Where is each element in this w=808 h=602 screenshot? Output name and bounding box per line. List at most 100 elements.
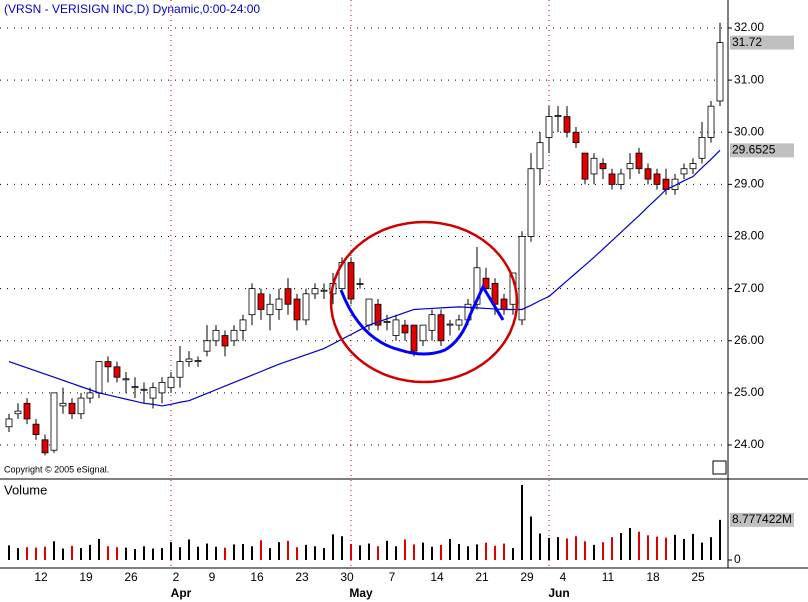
volume-bar	[8, 545, 10, 560]
candle-body	[581, 152, 589, 180]
candle-body	[455, 319, 463, 326]
x-tick-label: 25	[691, 570, 705, 584]
candle-body	[5, 418, 13, 428]
y-tick-label: 25.00	[734, 385, 764, 399]
candle-body	[347, 262, 355, 300]
volume-bar	[611, 537, 613, 560]
candle-body	[536, 142, 544, 170]
candle-body	[239, 319, 247, 331]
candle-body	[473, 267, 481, 305]
month-label: May	[349, 586, 373, 600]
candle-body	[140, 388, 148, 391]
volume-bar	[683, 538, 685, 560]
volume-bar	[620, 533, 622, 560]
volume-bar	[314, 546, 316, 560]
x-tick-label: 12	[34, 570, 48, 584]
candle-body	[527, 168, 535, 237]
candle-body	[194, 360, 202, 363]
last-value-label: 29.6525	[732, 143, 776, 157]
candle-body	[230, 329, 238, 342]
volume-bar	[638, 531, 640, 560]
candle-body	[563, 116, 571, 133]
volume-bar	[539, 533, 541, 560]
volume-bar	[233, 544, 235, 560]
volume-bar	[458, 544, 460, 560]
volume-bar	[431, 546, 433, 560]
volume-bar	[710, 537, 712, 560]
volume-bar	[656, 536, 658, 560]
volume-bar	[566, 538, 568, 560]
candle-body	[716, 42, 724, 102]
pattern-circle	[329, 220, 519, 384]
candle-body	[41, 439, 49, 454]
volume-bar	[548, 538, 550, 560]
x-tick-label: 2	[173, 570, 180, 584]
last-value-box	[730, 143, 794, 158]
volume-bar	[134, 549, 136, 560]
candle-body	[392, 319, 400, 336]
last-value-label: 8.777422M	[732, 512, 792, 526]
chart-title: (VRSN - VERISIGN INC,D) Dynamic,0:00-24:…	[4, 2, 260, 16]
candle-body	[383, 321, 391, 323]
volume-bar	[80, 548, 82, 560]
candle-body	[644, 168, 652, 180]
volume-bar	[422, 542, 424, 560]
last-value-label: 31.72	[732, 35, 762, 49]
volume-bar	[17, 548, 19, 560]
volume-bar	[602, 542, 604, 560]
x-tick-label: 16	[250, 570, 264, 584]
candle-body	[635, 152, 643, 170]
x-tick-label: 26	[124, 570, 138, 584]
volume-bar	[413, 544, 415, 560]
candle-body	[500, 298, 508, 310]
candle-body	[266, 303, 274, 316]
volume-bar	[503, 543, 505, 560]
x-tick-label: 11	[602, 570, 615, 584]
candle-body	[437, 314, 445, 342]
volume-bar	[692, 533, 694, 560]
volume-bar	[467, 546, 469, 560]
x-tick-label: 21	[475, 570, 489, 584]
x-tick-label: 4	[560, 570, 567, 584]
volume-bar	[440, 544, 442, 560]
candle-body	[545, 116, 553, 138]
volume-bar	[557, 537, 559, 560]
volume-bar	[161, 548, 163, 560]
volume-bar	[152, 548, 154, 560]
last-value-box	[730, 35, 794, 50]
volume-bar	[71, 545, 73, 560]
volume-bar	[143, 546, 145, 560]
volume-bar	[296, 547, 298, 560]
candle-body	[95, 361, 103, 394]
volume-title: Volume	[4, 482, 47, 497]
volume-bar	[323, 548, 325, 560]
volume-bar	[215, 546, 217, 560]
volume-bar	[305, 544, 307, 560]
volume-bar	[494, 545, 496, 560]
volume-bar	[332, 534, 334, 560]
candle-body	[302, 293, 310, 321]
volume-bar	[206, 543, 208, 560]
candle-body	[284, 288, 292, 305]
candle-body	[68, 402, 76, 415]
x-tick-label: 29	[520, 570, 534, 584]
candle-body	[23, 402, 31, 420]
volume-bar	[485, 542, 487, 560]
volume-bar	[575, 536, 577, 560]
candle-body	[293, 298, 301, 321]
volume-bar	[251, 546, 253, 560]
volume-bar	[359, 545, 361, 560]
volume-bar	[35, 547, 37, 560]
candle-body	[446, 323, 454, 326]
volume-bar	[647, 535, 649, 560]
volume-bar	[260, 540, 262, 560]
volume-bar	[98, 538, 100, 560]
candle-body	[131, 386, 139, 389]
y-tick-label: 0	[734, 552, 741, 566]
volume-bar	[197, 546, 199, 560]
plot: 24.00 25.00 26.00 27.00 28.00 29.00 30.00 31.00…	[0, 0, 794, 600]
scroll-icon[interactable]	[712, 460, 727, 475]
volume-bar	[593, 544, 595, 560]
